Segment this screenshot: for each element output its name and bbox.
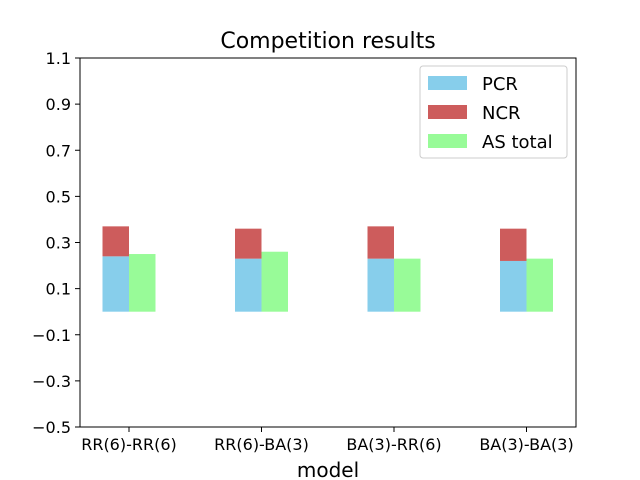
y-axis-ticks: −0.5 −0.3 −0.1 0.1 0.3 0.5 0.7 0.9 1.1 bbox=[32, 49, 80, 437]
y-tick-label: 0.5 bbox=[46, 187, 71, 206]
bar-pcr bbox=[500, 260, 527, 312]
y-tick-label: 1.1 bbox=[46, 49, 71, 68]
chart-title: Competition results bbox=[220, 29, 435, 54]
plot-frame bbox=[79, 57, 577, 428]
y-tick-label: 0.9 bbox=[46, 95, 71, 114]
legend-swatch-pcr bbox=[428, 76, 467, 90]
bar-as-total bbox=[526, 258, 553, 312]
bar-pcr bbox=[102, 256, 129, 312]
x-tick-label: RR(6)-RR(6) bbox=[81, 435, 177, 454]
bar-as-total bbox=[261, 251, 288, 312]
bar-ncr bbox=[102, 226, 129, 257]
y-tick-label: 0.1 bbox=[46, 280, 71, 299]
x-tick-label: RR(6)-BA(3) bbox=[214, 435, 309, 454]
legend-label-as-total: AS total bbox=[482, 132, 553, 153]
x-axis-label: model bbox=[297, 458, 359, 480]
x-tick-label: BA(3)-RR(6) bbox=[346, 435, 441, 454]
y-tick-label: −0.3 bbox=[32, 372, 71, 391]
y-tick-label: 0.3 bbox=[46, 234, 71, 253]
bar-pcr bbox=[235, 258, 262, 312]
bar-pcr bbox=[367, 258, 394, 312]
bar-ncr bbox=[500, 228, 527, 261]
bar-as-total bbox=[394, 258, 421, 312]
x-axis-ticks: RR(6)-RR(6) RR(6)-BA(3) BA(3)-RR(6) BA(3)-B… bbox=[81, 427, 574, 454]
legend-swatch-as-total bbox=[428, 134, 467, 148]
y-tick-label: 0.7 bbox=[46, 141, 71, 160]
legend: PCR NCR AS total bbox=[419, 65, 568, 159]
bar-ncr bbox=[367, 226, 394, 259]
y-tick-label: −0.1 bbox=[32, 326, 71, 345]
legend-label-ncr: NCR bbox=[482, 103, 521, 124]
bars-layer bbox=[102, 226, 553, 312]
bar-ncr bbox=[235, 228, 262, 259]
legend-swatch-ncr bbox=[428, 105, 467, 119]
bar-as-total bbox=[129, 254, 156, 312]
y-tick-label: −0.5 bbox=[32, 418, 71, 437]
x-tick-label: BA(3)-BA(3) bbox=[479, 435, 573, 454]
legend-label-pcr: PCR bbox=[482, 74, 518, 95]
